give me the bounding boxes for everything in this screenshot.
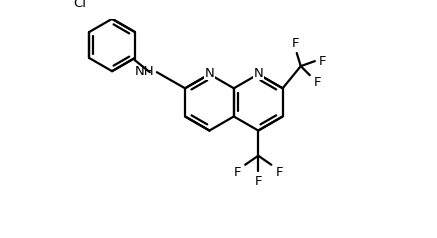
Text: Cl: Cl [73, 0, 86, 10]
Text: F: F [314, 76, 321, 89]
Text: F: F [292, 37, 299, 50]
Text: NH: NH [135, 65, 155, 78]
Text: F: F [319, 55, 326, 68]
Text: F: F [275, 166, 283, 179]
Text: N: N [205, 67, 214, 80]
Text: F: F [234, 166, 241, 179]
Text: N: N [253, 67, 263, 80]
Text: F: F [254, 175, 262, 188]
